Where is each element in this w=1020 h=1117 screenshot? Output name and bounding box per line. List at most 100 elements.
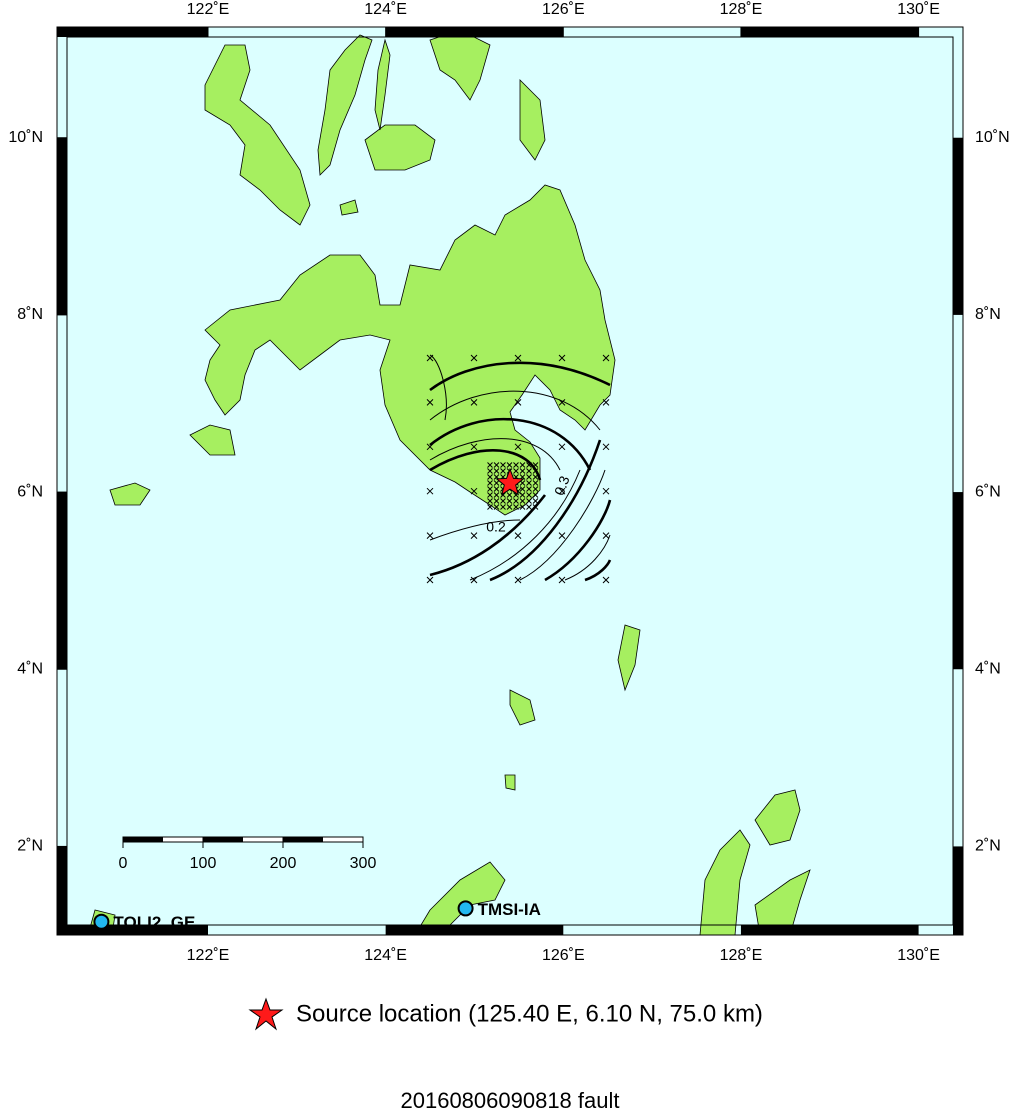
legend-label: Source location (125.40 E, 6.10 N, 75.0 …	[296, 1000, 763, 1027]
map-frame	[56, 26, 964, 936]
grid-cross	[500, 462, 506, 468]
frame-segment	[385, 925, 564, 935]
station	[457, 900, 474, 917]
grid-cross	[558, 576, 566, 584]
grid-cross	[602, 487, 610, 495]
grid-cross	[602, 576, 610, 584]
grid-cross	[493, 504, 500, 510]
grid-cross	[532, 468, 539, 474]
grid-cross	[487, 504, 493, 510]
grid-cross	[470, 487, 478, 495]
grid-cross	[500, 468, 506, 474]
source-star	[495, 467, 525, 496]
grid-cross	[426, 354, 434, 362]
frame-segment	[57, 846, 67, 935]
x-tick-label: 122˚E	[187, 947, 230, 964]
contour-label: 0.2	[486, 519, 506, 535]
y-tick-label: 4˚N	[17, 660, 43, 677]
scale-tick-label: 100	[190, 855, 217, 872]
grid-cross	[602, 354, 610, 362]
grid-cross	[532, 486, 539, 492]
grid-points	[426, 354, 610, 584]
grid-cross	[426, 487, 434, 495]
grid-cross	[426, 576, 434, 584]
grid-cross	[493, 462, 500, 468]
grid-cross	[514, 399, 522, 406]
grid-cross	[526, 480, 532, 486]
grid-cross	[526, 462, 532, 468]
grid-cross	[532, 504, 539, 510]
grid-cross	[493, 486, 500, 492]
grid-cross	[526, 498, 532, 504]
grid-cross	[532, 474, 539, 480]
grid-cross	[426, 532, 434, 539]
scale-bar-segment	[283, 837, 323, 842]
frame-segment	[740, 27, 919, 37]
figure-title: 20160806090818 fault	[401, 1088, 620, 1112]
grid-cross	[470, 399, 478, 406]
grid-cross	[558, 443, 566, 451]
x-tick-label: 124˚E	[364, 947, 407, 964]
station-label: TMSI-IA	[478, 900, 541, 919]
grid-cross	[426, 443, 434, 451]
grid-cross	[558, 487, 566, 495]
x-tick-label: 128˚E	[720, 947, 763, 964]
x-tick-label: 130˚E	[897, 947, 940, 964]
y-tick-label: 6˚N	[17, 483, 43, 500]
grid-cross	[513, 498, 519, 504]
grid-cross	[493, 480, 500, 486]
grid-cross	[487, 480, 493, 486]
grid-cross	[470, 354, 478, 362]
grid-cross	[526, 492, 532, 498]
grid-cross	[506, 504, 513, 510]
frame-segment	[385, 27, 564, 37]
scale-bar: 0 100 200 300	[119, 836, 376, 872]
x-tick-label: 126˚E	[542, 947, 585, 964]
grid-cross	[500, 504, 506, 510]
grid-cross	[532, 498, 539, 504]
grid-cross	[514, 532, 522, 539]
grid-cross	[532, 480, 539, 486]
grid-cross	[519, 486, 526, 492]
contour-label: 0.3	[551, 473, 573, 497]
x-tick-label: 126˚E	[542, 1, 585, 18]
scale-tick-label: 200	[270, 855, 297, 872]
frame-segment	[57, 925, 208, 935]
grid-cross	[506, 492, 513, 498]
grid-cross	[558, 532, 566, 539]
grid-cross	[500, 492, 506, 498]
grid-cross	[532, 462, 539, 468]
land	[87, 29, 811, 935]
scale-tick-label: 0	[119, 855, 128, 872]
grid-cross	[487, 492, 493, 498]
frame-segment	[57, 492, 67, 670]
grid-cross	[519, 504, 526, 510]
x-tick-label: 128˚E	[720, 1, 763, 18]
grid-cross	[602, 532, 610, 539]
y-tick-label: 8˚N	[975, 306, 1001, 323]
station-label: TOLI2_GE	[113, 913, 195, 932]
grid-cross	[487, 474, 493, 480]
grid-cross	[487, 468, 493, 474]
frame-segment	[57, 27, 208, 37]
grid-cross	[487, 486, 493, 492]
x-tick-label: 122˚E	[187, 1, 230, 18]
y-tick-label: 2˚N	[17, 838, 43, 855]
grid-cross	[487, 498, 493, 504]
frame-segment	[953, 137, 963, 315]
grid-cross	[506, 462, 513, 468]
x-tick-label: 124˚E	[364, 1, 407, 18]
grid-cross	[513, 462, 519, 468]
frame-segment	[953, 492, 963, 670]
grid-cross	[532, 492, 539, 498]
grid-cross	[558, 354, 566, 362]
grid-cross	[526, 474, 532, 480]
grid-cross	[514, 443, 522, 451]
grid-cross	[519, 468, 526, 474]
grid-cross	[558, 399, 566, 406]
grid-cross	[514, 354, 522, 362]
scale-bar-segment	[123, 837, 163, 842]
frame-segment	[57, 137, 67, 315]
station	[93, 913, 110, 930]
